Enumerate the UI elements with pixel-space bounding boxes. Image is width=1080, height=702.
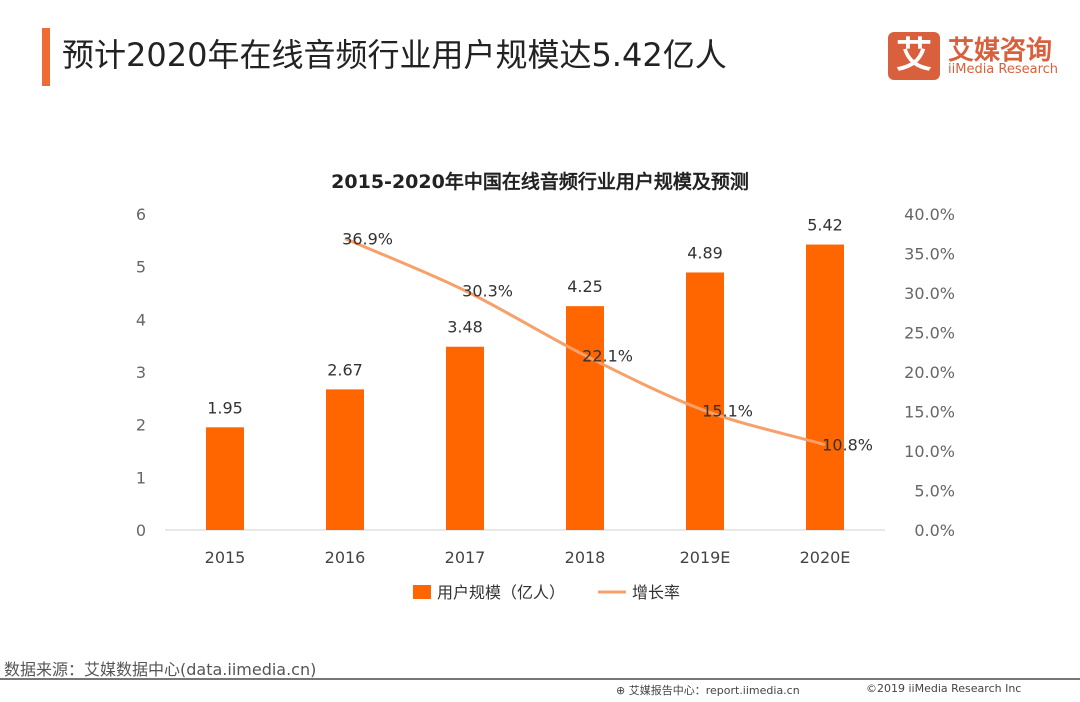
title-accent-bar xyxy=(42,28,50,86)
y-left-tick-label: 5 xyxy=(136,258,146,277)
x-tick-label: 2019E xyxy=(680,548,731,567)
bar-data-label: 5.42 xyxy=(807,216,843,235)
logo-name-en: iiMedia Research xyxy=(948,62,1059,77)
bar xyxy=(206,427,244,530)
bar-data-label: 4.25 xyxy=(567,277,603,296)
bar xyxy=(446,346,484,530)
y-left-tick-label: 6 xyxy=(136,205,146,224)
y-left-tick-label: 0 xyxy=(136,521,146,540)
line-data-label: 15.1% xyxy=(702,402,753,421)
x-tick-label: 2016 xyxy=(325,548,366,567)
bar xyxy=(806,244,844,530)
bar-data-label: 1.95 xyxy=(207,398,243,417)
line-data-label: 22.1% xyxy=(582,346,633,365)
y-right-tick-label: 5.0% xyxy=(914,482,955,501)
line-data-label: 10.8% xyxy=(822,436,873,455)
bar-data-label: 4.89 xyxy=(687,243,723,262)
y-right-tick-label: 10.0% xyxy=(904,442,955,461)
y-right-tick-label: 20.0% xyxy=(904,363,955,382)
legend-bar-label: 用户规模（亿人） xyxy=(437,583,565,602)
x-tick-label: 2018 xyxy=(565,548,606,567)
bar xyxy=(326,389,364,530)
chart-title: 2015-2020年中国在线音频行业用户规模及预测 xyxy=(331,170,749,193)
x-tick-label: 2020E xyxy=(800,548,851,567)
y-right-tick-label: 40.0% xyxy=(904,205,955,224)
page-title: 预计2020年在线音频行业用户规模达5.42亿人 xyxy=(62,36,727,74)
x-tick-label: 2015 xyxy=(205,548,246,567)
x-tick-label: 2017 xyxy=(445,548,486,567)
y-right-tick-label: 35.0% xyxy=(904,245,955,264)
y-right-tick-label: 15.0% xyxy=(904,403,955,422)
footer-report-text: 艾媒报告中心：report.iimedia.cn xyxy=(628,684,800,697)
line-data-label: 36.9% xyxy=(342,229,393,248)
bar-data-label: 3.48 xyxy=(447,318,483,337)
footer-copyright: ©2019 iiMedia Research Inc xyxy=(866,682,1022,695)
y-right-tick-label: 25.0% xyxy=(904,324,955,343)
y-left-tick-label: 2 xyxy=(136,416,146,435)
logo-name-cn: 艾媒咨询 xyxy=(948,36,1053,66)
growth-rate-line xyxy=(344,237,826,447)
line-data-label: 30.3% xyxy=(462,282,513,301)
legend-line-label: 增长率 xyxy=(632,583,680,602)
bar xyxy=(686,272,724,530)
source-note: 数据来源：艾媒数据中心(data.iimedia.cn) xyxy=(4,660,317,679)
y-left-tick-label: 4 xyxy=(136,310,146,329)
footer-divider xyxy=(0,678,1080,680)
bar-data-label: 2.67 xyxy=(327,360,363,379)
y-left-tick-label: 1 xyxy=(136,468,146,487)
logo-mark: 艾 xyxy=(888,32,940,80)
y-right-tick-label: 30.0% xyxy=(904,284,955,303)
legend-bar-swatch xyxy=(413,585,431,599)
footer-report: ⊕ 艾媒报告中心：report.iimedia.cn xyxy=(616,684,800,697)
y-right-tick-label: 0.0% xyxy=(914,521,955,540)
y-left-tick-label: 3 xyxy=(136,363,146,382)
bar xyxy=(566,306,604,530)
